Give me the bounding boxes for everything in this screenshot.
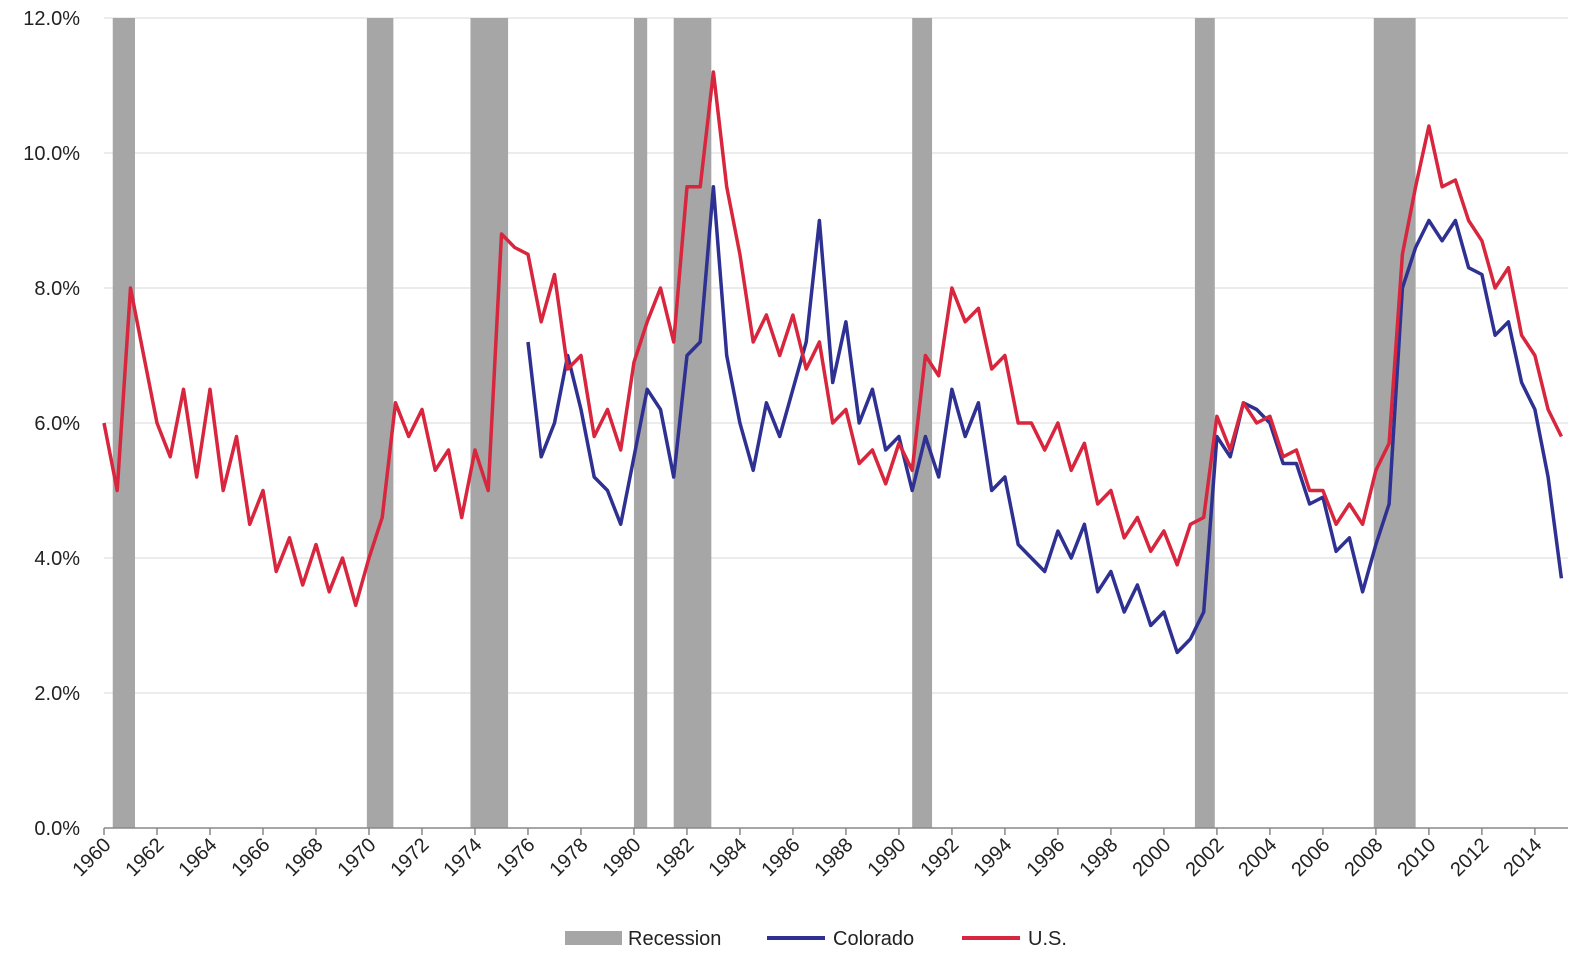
y-tick-label: 0.0% — [34, 818, 80, 840]
x-tick-label: 2014 — [1499, 834, 1546, 881]
y-tick-label: 6.0% — [34, 413, 80, 435]
x-tick-label: 2010 — [1393, 834, 1440, 881]
x-tick-label: 1996 — [1022, 834, 1069, 881]
x-tick-label: 2008 — [1340, 834, 1387, 881]
x-tick-label: 1970 — [333, 834, 380, 881]
y-tick-label: 12.0% — [23, 8, 80, 30]
x-tick-label: 2012 — [1446, 834, 1493, 881]
x-tick-label: 2006 — [1287, 834, 1334, 881]
recession-band — [912, 18, 933, 828]
x-tick-label: 1966 — [227, 834, 274, 881]
x-tick-label: 1990 — [863, 834, 910, 881]
x-tick-label: 1976 — [492, 834, 539, 881]
series-line — [526, 185, 1564, 655]
y-tick-label: 4.0% — [34, 548, 80, 570]
legend-swatch — [565, 931, 622, 945]
recession-band — [112, 18, 136, 828]
y-tick-label: 8.0% — [34, 278, 80, 300]
x-tick-label: 1994 — [969, 834, 1016, 881]
x-tick-label: 1964 — [175, 834, 222, 881]
x-tick-label: 1972 — [386, 834, 433, 881]
x-tick-label: 1960 — [69, 834, 116, 881]
legend-label: U.S. — [1028, 928, 1067, 950]
legend-label: Recession — [628, 928, 721, 950]
x-tick-label: 2004 — [1234, 834, 1281, 881]
x-tick-label: 1992 — [916, 834, 963, 881]
x-tick-label: 1962 — [122, 834, 169, 881]
x-tick-label: 1978 — [545, 834, 592, 881]
recession-band — [366, 18, 394, 828]
x-tick-label: 1998 — [1075, 834, 1122, 881]
x-tick-label: 1986 — [757, 834, 804, 881]
x-tick-label: 2002 — [1181, 834, 1228, 881]
recession-band — [1194, 18, 1215, 828]
series-line — [102, 70, 1563, 608]
y-tick-label: 10.0% — [23, 143, 80, 165]
x-tick-label: 1982 — [651, 834, 698, 881]
x-tick-label: 2000 — [1128, 834, 1175, 881]
recession-band — [470, 18, 509, 828]
y-tick-label: 2.0% — [34, 683, 80, 705]
x-tick-label: 1968 — [280, 834, 327, 881]
x-tick-label: 1980 — [598, 834, 645, 881]
x-tick-label: 1988 — [810, 834, 857, 881]
x-tick-label: 1984 — [704, 834, 751, 881]
x-tick-label: 1974 — [439, 834, 486, 881]
legend-label: Colorado — [833, 928, 914, 950]
